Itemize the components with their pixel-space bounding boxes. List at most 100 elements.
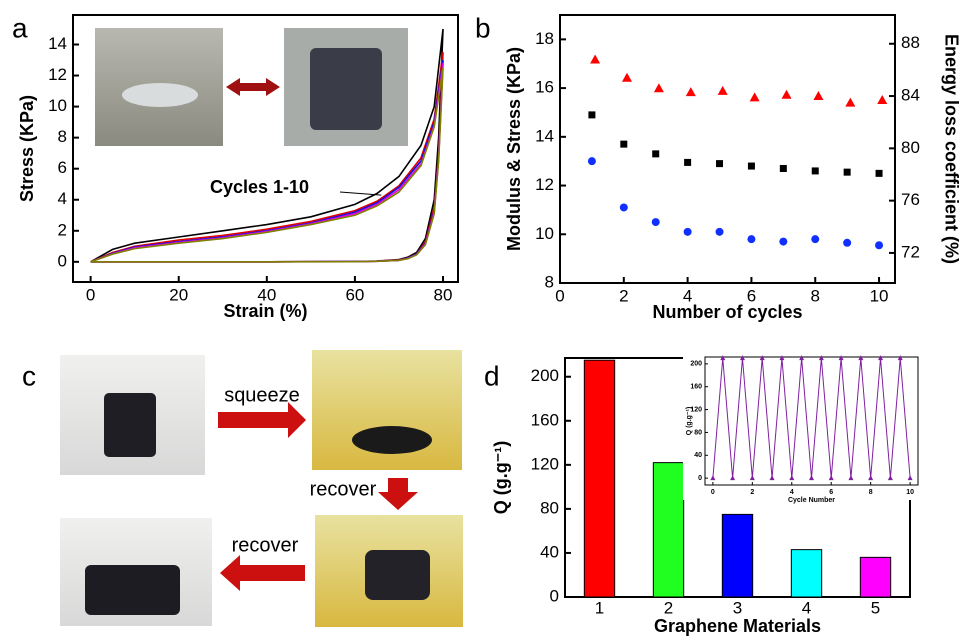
y-tick-label: 10	[48, 96, 67, 115]
marker	[588, 111, 595, 118]
y-tick-label: 80	[694, 429, 702, 436]
marker	[845, 98, 855, 107]
marker	[590, 54, 600, 63]
marker	[686, 87, 696, 96]
x-tick-label: 10	[870, 286, 889, 305]
inset-photos	[95, 28, 408, 146]
marker	[684, 159, 691, 166]
x-tick-label: 4	[802, 598, 811, 617]
y-tick-label: 16	[535, 78, 554, 97]
y-tick-label: 14	[48, 34, 67, 53]
marker	[716, 228, 724, 236]
marker	[716, 160, 723, 167]
y-tick-label: 12	[48, 65, 67, 84]
y-tick-label: 200	[531, 366, 559, 385]
y-tick-label: 0	[550, 586, 559, 605]
marker	[620, 141, 627, 148]
x-tick-label: 3	[733, 598, 742, 617]
y-tick-label: 40	[540, 542, 559, 561]
marker	[843, 239, 851, 247]
x-tick-label: 20	[169, 285, 188, 304]
x-tick-label: 2	[750, 489, 754, 496]
y-tick-label: 8	[545, 272, 554, 291]
panel-label: d	[484, 360, 500, 391]
y-tick-label: 2	[58, 220, 67, 239]
marker	[844, 169, 851, 176]
y-tick-label: 160	[690, 384, 702, 391]
y-axis-title: Stress (KPa)	[17, 95, 37, 202]
x-tick-label: 1	[595, 598, 604, 617]
panel-label: a	[12, 12, 28, 43]
y-axis-title: Modulus & Stress (KPa)	[504, 47, 524, 251]
figure: c squeeze recover recover 02468101214020…	[0, 0, 973, 636]
panel-label: b	[475, 12, 491, 43]
x-tick-label: 6	[829, 489, 833, 496]
bar	[791, 550, 821, 597]
recover-label: recover	[310, 478, 377, 500]
marker	[652, 218, 660, 226]
marker	[747, 235, 755, 243]
marker	[684, 228, 692, 236]
x-tick-label: 2	[664, 598, 673, 617]
marker	[782, 90, 792, 99]
y2-tick-label: 88	[901, 33, 920, 52]
marker	[813, 91, 823, 100]
marker	[654, 83, 664, 92]
y-axis-title: Q (g.g⁻¹)	[686, 407, 693, 436]
panel-label: c	[22, 360, 36, 391]
x-tick-label: 80	[434, 285, 453, 304]
marker	[620, 203, 628, 211]
marker	[652, 150, 659, 157]
x-tick-label: 5	[871, 598, 880, 617]
annotation: Cycles 1-10	[210, 177, 309, 197]
marker	[780, 165, 787, 172]
y2-tick-label: 76	[901, 190, 920, 209]
x-tick-label: 0	[711, 489, 715, 496]
squeeze-label: squeeze	[224, 384, 300, 406]
y-tick-label: 200	[690, 361, 702, 368]
x-axis-title: Strain (%)	[223, 301, 307, 321]
bar	[722, 514, 752, 597]
y-tick-label: 14	[535, 126, 554, 145]
x-axis-title: Graphene Materials	[654, 616, 821, 636]
x-tick-label: 2	[619, 286, 628, 305]
marker	[718, 86, 728, 95]
x-tick-label: 10	[906, 489, 914, 496]
marker	[811, 235, 819, 243]
y-axis-title: Q (g.g⁻¹)	[491, 441, 511, 514]
y-tick-label: 120	[531, 454, 559, 473]
y2-tick-label: 80	[901, 138, 920, 157]
x-axis-title: Number of cycles	[652, 302, 802, 322]
marker	[876, 170, 883, 177]
x-tick-label: 4	[790, 489, 794, 496]
x-tick-label: 0	[555, 286, 564, 305]
y-tick-label: 10	[535, 224, 554, 243]
marker	[875, 241, 883, 249]
y2-tick-label: 84	[901, 86, 920, 105]
x-tick-label: 8	[811, 286, 820, 305]
marker	[750, 92, 760, 101]
marker	[622, 73, 632, 82]
bar	[860, 557, 890, 597]
x-tick-label: 60	[345, 285, 364, 304]
marker	[748, 163, 755, 170]
x-axis-title: Cycle Number	[788, 497, 835, 504]
y2-tick-label: 72	[901, 242, 920, 261]
y2-axis-title: Energy loss coefficient (%)	[941, 34, 961, 264]
y-tick-label: 8	[58, 127, 67, 146]
page: c squeeze recover recover 02468101214020…	[0, 0, 973, 641]
marker	[877, 95, 887, 104]
bar	[584, 360, 614, 597]
marker	[779, 238, 787, 246]
marker	[588, 157, 596, 165]
y-tick-label: 160	[531, 410, 559, 429]
y-tick-label: 18	[535, 29, 554, 48]
marker	[812, 167, 819, 174]
recover-label: recover	[232, 534, 299, 556]
y-tick-label: 80	[540, 498, 559, 517]
y-tick-label: 0	[698, 475, 702, 482]
y-tick-label: 40	[694, 452, 702, 459]
y-tick-label: 4	[58, 189, 67, 208]
bar	[653, 463, 683, 597]
x-tick-label: 0	[86, 285, 95, 304]
